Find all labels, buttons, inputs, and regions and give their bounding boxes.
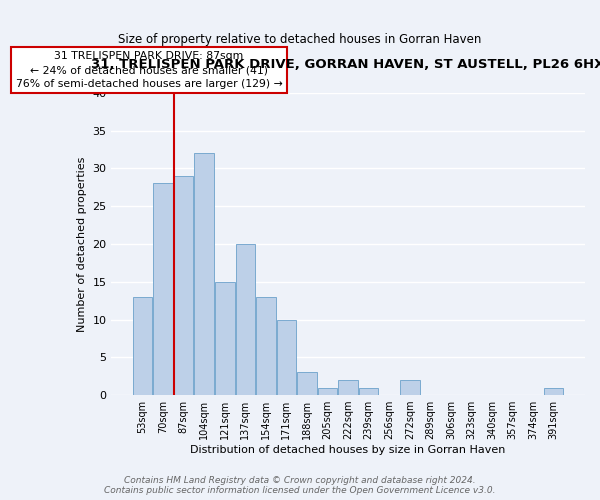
Bar <box>174 176 193 395</box>
Bar <box>400 380 419 395</box>
Bar <box>544 388 563 395</box>
Bar <box>338 380 358 395</box>
Y-axis label: Number of detached properties: Number of detached properties <box>77 156 86 332</box>
Bar <box>133 297 152 395</box>
Bar <box>256 297 275 395</box>
Bar <box>277 320 296 395</box>
Bar <box>359 388 379 395</box>
Text: Contains HM Land Registry data © Crown copyright and database right 2024.
Contai: Contains HM Land Registry data © Crown c… <box>104 476 496 495</box>
Title: 31, TRELISPEN PARK DRIVE, GORRAN HAVEN, ST AUSTELL, PL26 6HX: 31, TRELISPEN PARK DRIVE, GORRAN HAVEN, … <box>91 58 600 71</box>
Text: Size of property relative to detached houses in Gorran Haven: Size of property relative to detached ho… <box>118 32 482 46</box>
Bar <box>194 154 214 395</box>
Bar <box>318 388 337 395</box>
Bar <box>215 282 235 395</box>
Bar <box>236 244 255 395</box>
Bar <box>153 184 173 395</box>
Text: 31 TRELISPEN PARK DRIVE: 87sqm
← 24% of detached houses are smaller (41)
76% of : 31 TRELISPEN PARK DRIVE: 87sqm ← 24% of … <box>16 51 283 89</box>
X-axis label: Distribution of detached houses by size in Gorran Haven: Distribution of detached houses by size … <box>190 445 506 455</box>
Bar <box>297 372 317 395</box>
